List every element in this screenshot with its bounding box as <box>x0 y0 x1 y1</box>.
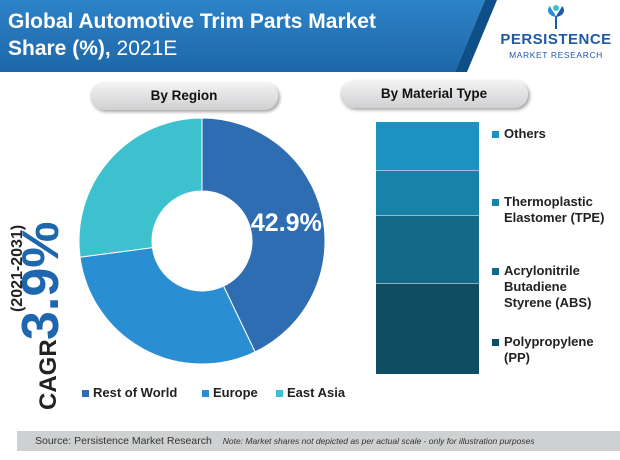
footer-note: Note: Market shares not depicted as per … <box>222 436 535 446</box>
title-suffix: 2021E <box>116 37 178 60</box>
material-legend-tpe: Thermoplastic Elastomer (TPE) <box>492 194 604 226</box>
material-legend-abs: Acrylonitrile Butadiene Styrene (ABS) <box>492 263 591 311</box>
legend-label: East Asia <box>287 385 346 400</box>
region-donut-chart: 42.9% <box>78 117 326 365</box>
legend-label-line: Styrene (ABS) <box>504 295 592 310</box>
footer-source: Source: Persistence Market Research <box>35 435 212 447</box>
cagr-prefix: CAGR <box>35 339 62 410</box>
legend-swatch <box>492 199 499 206</box>
logo: PERSISTENCE MARKET RESEARCH <box>497 4 615 64</box>
legend-label-line: (PP) <box>504 350 530 365</box>
pie-slice-east-asia <box>78 117 203 258</box>
legend-label: Europe <box>213 385 258 400</box>
legend-swatch <box>82 390 89 397</box>
bar-segment-2 <box>376 215 479 284</box>
material-legend-others: Others <box>492 126 546 142</box>
header-background <box>0 0 497 72</box>
bar-segment-4 <box>376 122 479 170</box>
legend-swatch <box>276 390 283 397</box>
legend-label-line: Thermoplastic <box>504 194 593 209</box>
material-stacked-bar <box>376 122 479 374</box>
pie-data-label: 42.9% <box>251 209 322 237</box>
legend-label-line: Elastomer (TPE) <box>504 210 605 225</box>
region-section-label: By Region <box>90 82 278 110</box>
bar-segment-3 <box>376 169 479 216</box>
cagr-block: CAGR 3.9% (2021-2031) <box>0 90 74 420</box>
pie-slice-europe <box>79 247 256 365</box>
legend-swatch <box>202 390 209 397</box>
title-line-2-main: Share (%), <box>8 37 111 60</box>
material-legend-pp: Polypropylene (PP) <box>492 334 594 366</box>
persistence-logo-icon <box>548 5 564 29</box>
footer: Source: Persistence Market Research Note… <box>17 431 620 451</box>
cagr-period: (2021-2031) <box>9 225 26 312</box>
bar-segment-1 <box>376 283 479 374</box>
cagr-graphic: CAGR 3.9% (2021-2031) <box>9 221 70 410</box>
cagr-value: 3.9% <box>12 221 70 340</box>
legend-label-line: Polypropylene <box>504 334 594 349</box>
legend-label: Rest of World <box>93 385 178 400</box>
pie-slice-rest-of-world <box>201 117 326 353</box>
legend-swatch <box>492 339 499 346</box>
title-line-2: Share (%), 2021E <box>8 35 428 62</box>
material-section-label: By Material Type <box>340 80 528 108</box>
logo-tagline: MARKET RESEARCH <box>509 50 603 60</box>
legend-swatch <box>492 268 499 275</box>
title-line-1: Global Automotive Trim Parts Market <box>8 10 376 33</box>
page-title: Global Automotive Trim Parts Market Shar… <box>8 8 428 62</box>
legend-swatch <box>492 131 499 138</box>
header-band: Global Automotive Trim Parts Market Shar… <box>0 0 620 72</box>
legend-label-line: Acrylonitrile <box>504 263 580 278</box>
legend-label-line: Butadiene <box>504 279 567 294</box>
region-legend: Rest of World Europe East Asia <box>82 384 382 402</box>
legend-label-line: Others <box>504 126 546 141</box>
logo-name: PERSISTENCE <box>500 31 612 48</box>
